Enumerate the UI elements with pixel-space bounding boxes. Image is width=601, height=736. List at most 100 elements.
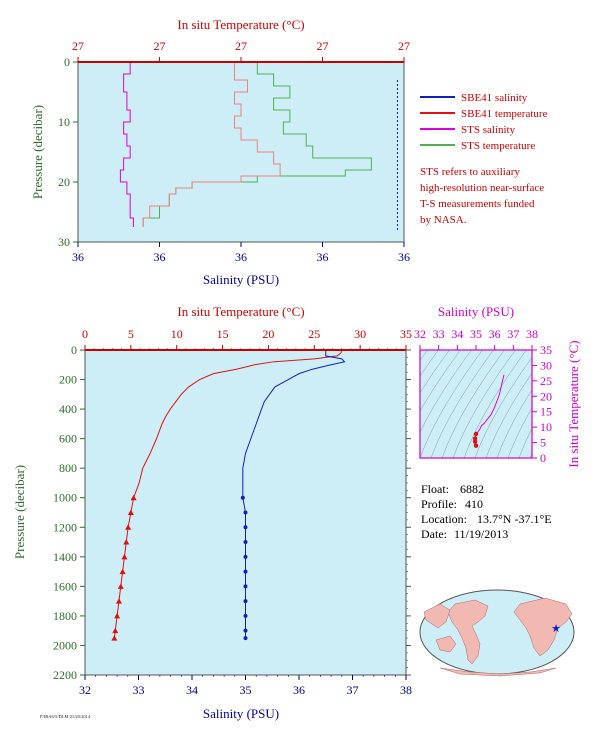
salinity-point — [243, 554, 248, 559]
legend-label-sbe41-temperature: SBE41 temperature — [461, 108, 548, 120]
ts-isopycnals — [420, 350, 532, 458]
ts-deep-point — [473, 431, 479, 437]
isopycnal-line — [420, 350, 483, 458]
main-plot-bottom-tick-label: 37 — [347, 683, 359, 697]
main-plot-top-tick-label: 20 — [262, 327, 274, 341]
temperature-point — [125, 524, 132, 530]
top-plot-top-ticks: 27 27 27 27 27 — [72, 39, 410, 62]
top-plot: 27 27 27 27 27 36 36 36 36 36 0 10 20 30 In situ Te… — [30, 17, 410, 287]
ts-deep-point — [472, 436, 478, 441]
main-plot-left-tick-label: 400 — [59, 402, 77, 416]
isopycnal-line — [420, 350, 450, 394]
legend-note-line-2: high-resolution near-surface — [420, 182, 544, 194]
temperature-point — [117, 583, 124, 589]
top-series-sbe41-temperature — [142, 61, 281, 227]
salinity-point — [243, 613, 248, 618]
ts-plot-top-axis-title: Salinity (PSU) — [438, 304, 514, 319]
main-plot-top-tick-label: 15 — [217, 327, 229, 341]
world-map: ★ — [419, 589, 575, 677]
isopycnal-line — [518, 427, 532, 458]
main-plot-bottom-tick-label: 35 — [240, 683, 252, 697]
top-plot-bottom-tick-label: 36 — [317, 250, 329, 264]
isopycnal-line — [507, 407, 532, 458]
salinity-point — [243, 569, 248, 574]
legend-label-sts-salinity: STS salinity — [461, 124, 516, 136]
temperature-point — [112, 627, 119, 634]
legend: SBE41 salinity SBE41 temperature STS sal… — [420, 92, 548, 226]
legend-label-sts-temperature: STS temperature — [461, 140, 535, 152]
top-plot-top-tick-label: 27 — [317, 39, 329, 53]
legend-note-line-4: by NASA. — [420, 214, 467, 226]
salinity-point — [243, 584, 248, 589]
isopycnal-line — [420, 350, 439, 377]
main-plot-top-tick-label: 35 — [400, 327, 412, 341]
temperature-point — [127, 509, 134, 515]
ts-plot-top-tick-label: 36 — [489, 327, 501, 341]
main-plot-bottom-axis-title: Salinity (PSU) — [203, 706, 279, 721]
float-info: Float: 6882 Profile: 410 Location: 13.7°… — [421, 482, 552, 541]
top-plot-bottom-ticks: 36 36 36 36 36 — [72, 242, 410, 264]
top-plot-left-tick-label: 0 — [64, 55, 70, 69]
salinity-point — [243, 599, 248, 604]
ts-plot-right-tick-label: 30 — [540, 358, 552, 372]
main-series-salinity-line — [242, 350, 346, 639]
main-plot-left-tick-label: 600 — [59, 432, 77, 446]
main-plot-bottom-tick-label: 36 — [293, 683, 305, 697]
main-plot-series — [111, 349, 346, 641]
temperature-point — [123, 539, 130, 545]
info-profile-label: Profile: — [421, 497, 457, 511]
ts-plot-top-tick-label: 32 — [414, 327, 426, 341]
top-series-sts-salinity — [119, 61, 134, 227]
main-plot-top-tick-label: 30 — [354, 327, 366, 341]
ts-plot-top-tick-label: 37 — [507, 327, 519, 341]
main-plot-left-tick-label: 0 — [71, 343, 77, 357]
ts-deep-point — [472, 439, 478, 444]
isopycnal-line — [441, 350, 505, 458]
info-location-label: Location: — [421, 512, 467, 526]
ts-plot-right-tick-label: 15 — [540, 405, 552, 419]
main-plot-left-ticks: 0 200 400 600 800 1000 1200 1400 1600 1800 2000 220… — [53, 343, 411, 682]
main-plot: 0 5 10 15 20 25 30 35 32 33 34 35 36 37 38 0 200 400 600… — [12, 304, 412, 721]
legend-label-sbe41-salinity: SBE41 salinity — [461, 92, 528, 104]
top-plot-top-tick-label: 27 — [154, 39, 166, 53]
main-plot-left-tick-label: 1600 — [53, 579, 77, 593]
main-plot-left-axis-title: Pressure (decibar) — [12, 465, 27, 559]
info-profile-value: 410 — [465, 497, 483, 511]
main-plot-left-tick-label: 2200 — [53, 668, 77, 682]
ts-plot-top-tick-label: 33 — [433, 327, 445, 341]
main-plot-left-tick-label: 1200 — [53, 520, 77, 534]
map-land-australia — [435, 635, 457, 653]
map-land-eurasia-africa — [513, 597, 573, 657]
salinity-point — [243, 636, 248, 641]
main-plot-top-tick-label: 5 — [128, 327, 134, 341]
meta-line: P/IBA6/5/DLM 01/20/2014 — [40, 714, 91, 719]
salinity-point — [243, 510, 248, 515]
info-date-value: 11/19/2013 — [454, 527, 508, 541]
info-float-label: Float: — [421, 482, 449, 496]
info-date-label: Date: — [421, 527, 447, 541]
top-plot-top-tick-label: 27 — [72, 39, 84, 53]
temperature-point — [114, 612, 121, 619]
float-location-marker: ★ — [551, 623, 561, 635]
salinity-point — [243, 628, 248, 633]
isopycnal-line — [430, 350, 494, 458]
ts-plot-top-tick-label: 38 — [526, 327, 538, 341]
top-plot-bottom-tick-label: 36 — [235, 250, 247, 264]
ts-plot-top-tick-label: 34 — [451, 327, 463, 341]
top-plot-top-axis-title: In situ Temperature (°C) — [177, 17, 304, 32]
isopycnal-line — [420, 350, 428, 361]
ts-plot-right-tick-label: 5 — [540, 436, 546, 450]
ts-plot-top-tick-label: 35 — [470, 327, 482, 341]
info-float-value: 6882 — [460, 482, 484, 496]
isopycnal-line — [463, 350, 527, 458]
main-plot-top-ticks: 0 5 10 15 20 25 30 35 — [82, 327, 412, 350]
salinity-point — [243, 525, 248, 530]
main-plot-left-tick-label: 200 — [59, 373, 77, 387]
top-plot-bottom-tick-label: 36 — [398, 250, 410, 264]
main-plot-bottom-tick-label: 34 — [186, 683, 198, 697]
main-plot-left-tick-label: 800 — [59, 461, 77, 475]
ts-plot-right-tick-label: 10 — [540, 420, 552, 434]
